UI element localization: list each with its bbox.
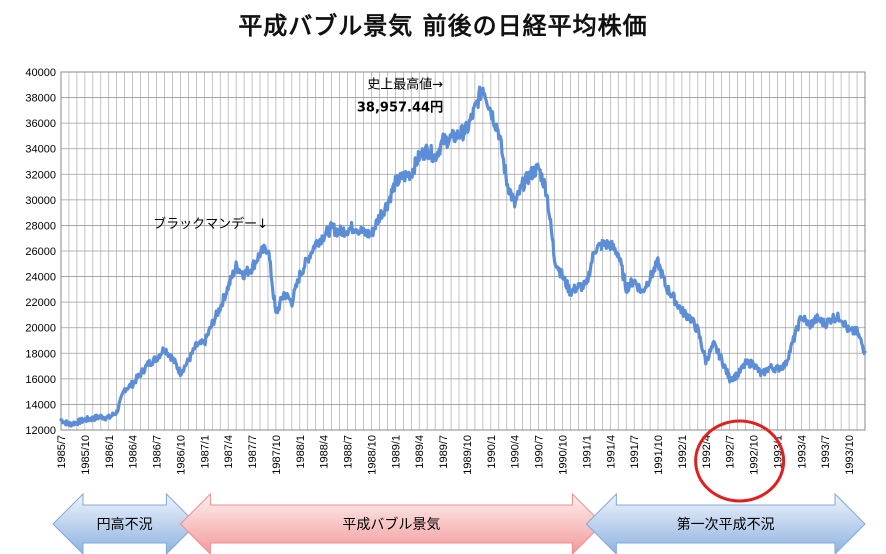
- x-tick-label: 1985/10: [80, 435, 92, 475]
- plot-border: [60, 71, 866, 431]
- period-label: 第一次平成不況: [677, 516, 775, 533]
- x-tick-label: 1988/1: [295, 435, 307, 469]
- price-line-layer: [59, 85, 867, 428]
- x-tick-label: 1987/1: [199, 435, 211, 469]
- x-tick-label: 1990/7: [534, 435, 546, 469]
- x-tick-label: 1987/7: [247, 435, 259, 469]
- y-tick-label: 12000: [25, 425, 56, 437]
- x-axis-ticks: 1985/7 1985/10 1986/1 1986/4 1986/7 1986/10 19…: [56, 435, 856, 475]
- period-label: 平成バブル景気: [342, 516, 440, 533]
- y-tick-label: 18000: [25, 348, 56, 360]
- x-tick-label: 1991/7: [629, 435, 641, 469]
- y-tick-label: 20000: [25, 323, 56, 335]
- period-arrow: [585, 492, 866, 554]
- y-tick-label: 38000: [25, 93, 56, 105]
- chart-title: 平成バブル景気 前後の日経平均株価: [238, 12, 648, 40]
- x-tick-label: 1991/10: [653, 435, 665, 475]
- y-tick-label: 32000: [25, 169, 56, 181]
- plot-grid: [60, 71, 866, 431]
- x-tick-label: 1992/7: [725, 435, 737, 469]
- x-tick-label: 1993/7: [820, 435, 832, 469]
- x-tick-label: 1989/7: [438, 435, 450, 469]
- x-tick-label: 1990/1: [486, 435, 498, 469]
- highlight-circle: [694, 419, 786, 503]
- x-tick-label: 1989/10: [462, 435, 474, 475]
- x-tick-label: 1992/10: [749, 435, 761, 475]
- x-tick-label: 1991/4: [605, 435, 617, 469]
- x-tick-label: 1988/10: [366, 435, 378, 475]
- x-tick-label: 1993/4: [796, 435, 808, 469]
- x-tick-label: 1986/10: [175, 435, 187, 475]
- y-tick-label: 36000: [25, 118, 56, 130]
- y-axis-ticks: 12000 14000 16000 18000 20000 22000 24000 26000…: [25, 67, 56, 437]
- y-tick-label: 14000: [25, 399, 56, 411]
- y-tick-label: 34000: [25, 144, 56, 156]
- period-label: 円高不況: [97, 516, 153, 533]
- period-arrows: 円高不況 平成バブル景気 第一次平成不況: [52, 492, 866, 554]
- y-tick-label: 24000: [25, 272, 56, 284]
- annotation-text: 史上最高値→: [367, 77, 443, 93]
- x-tick-label: 1989/4: [414, 435, 426, 469]
- x-tick-label: 1991/1: [581, 435, 593, 469]
- annotations: ブラックマンデー↓ 史上最高値→ 38,957.44円: [153, 77, 443, 232]
- x-tick-label: 1992/1: [677, 435, 689, 469]
- x-tick-label: 1986/4: [128, 435, 140, 469]
- y-tick-label: 30000: [25, 195, 56, 207]
- x-tick-label: 1988/4: [319, 435, 331, 469]
- x-tick-label: 1987/10: [271, 435, 283, 475]
- y-tick-label: 28000: [25, 220, 56, 232]
- x-tick-label: 1989/1: [390, 435, 402, 469]
- x-tick-label: 1993/1: [772, 435, 784, 469]
- y-tick-label: 16000: [25, 374, 56, 386]
- annotation-text: 38,957.44円: [357, 101, 443, 116]
- y-tick-label: 40000: [25, 67, 56, 79]
- x-tick-label: 1988/7: [343, 435, 355, 469]
- y-tick-label: 22000: [25, 297, 56, 309]
- x-tick-label: 1985/7: [56, 435, 68, 469]
- x-tick-label: 1990/10: [558, 435, 570, 475]
- x-tick-label: 1993/10: [844, 435, 856, 475]
- x-tick-label: 1992/4: [701, 435, 713, 469]
- x-tick-label: 1990/4: [510, 435, 522, 469]
- x-tick-label: 1986/1: [104, 435, 116, 469]
- annotation-text: ブラックマンデー↓: [153, 216, 268, 232]
- x-tick-label: 1987/4: [223, 435, 235, 469]
- price-series-line: [59, 85, 867, 428]
- highlight-layer: [694, 419, 786, 503]
- x-tick-label: 1986/7: [152, 435, 164, 469]
- y-tick-label: 26000: [25, 246, 56, 258]
